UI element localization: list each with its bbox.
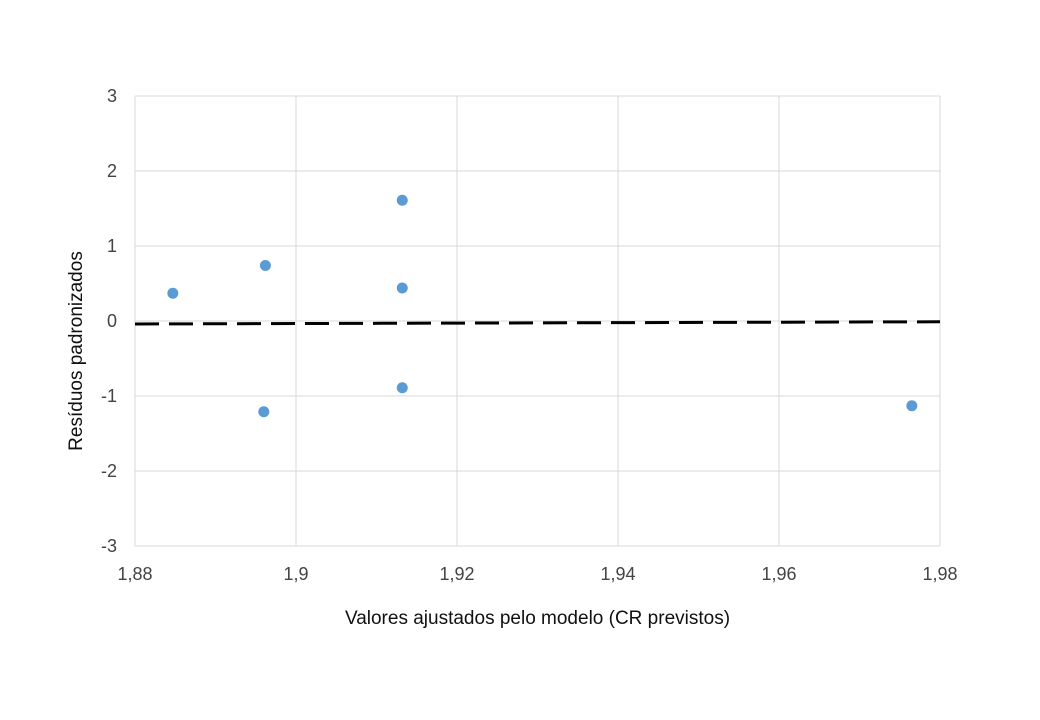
- x-tick-label: 1,94: [600, 564, 635, 584]
- x-axis-title: Valores ajustados pelo modelo (CR previs…: [345, 608, 730, 629]
- y-tick-label: -3: [101, 536, 117, 556]
- scatter-point: [258, 406, 270, 418]
- scatter-point: [396, 382, 408, 394]
- scatter-point: [259, 260, 271, 271]
- x-tick-labels: 1,88 1,9 1,92 1,94 1,96 1,98: [117, 564, 957, 584]
- y-tick-label: 2: [107, 161, 117, 181]
- x-tick-label: 1,92: [439, 564, 474, 584]
- grid: [134, 95, 941, 547]
- data-points: [167, 194, 918, 418]
- scatter-point: [906, 400, 918, 412]
- scatter-point: [167, 287, 179, 299]
- scatter-point: [396, 194, 408, 206]
- y-tick-label: 3: [107, 86, 117, 106]
- x-tick-label: 1,9: [283, 564, 308, 584]
- y-tick-label: -1: [101, 386, 117, 406]
- y-tick-label: 1: [107, 236, 117, 256]
- y-tick-labels: 3 2 1 0 -1 -2 -3: [101, 86, 117, 556]
- reference-line: [134, 320, 941, 326]
- scatter-point: [396, 282, 408, 294]
- y-tick-label: 0: [107, 311, 117, 331]
- y-axis-title: Resíduos padronizados: [66, 251, 87, 451]
- x-tick-label: 1,96: [761, 564, 796, 584]
- dashed-reference-line: [134, 320, 941, 326]
- x-tick-label: 1,98: [922, 564, 957, 584]
- x-tick-label: 1,88: [117, 564, 152, 584]
- y-tick-label: -2: [101, 461, 117, 481]
